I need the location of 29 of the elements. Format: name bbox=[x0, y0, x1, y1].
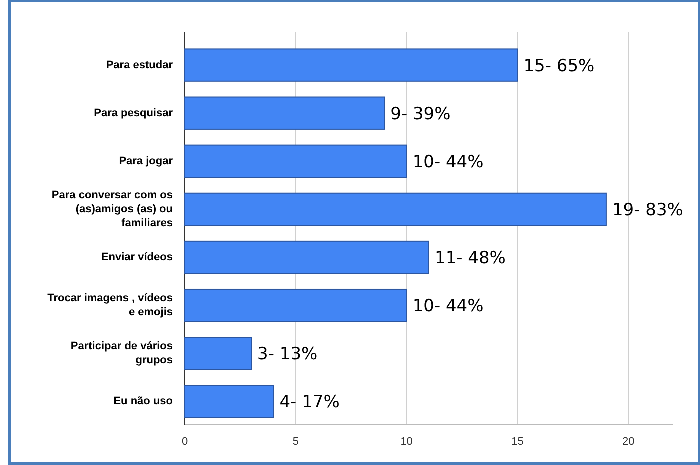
y-tick-label: Para pesquisar bbox=[94, 107, 174, 120]
data-label: 11- 48% bbox=[435, 248, 506, 269]
bar bbox=[184, 144, 408, 178]
y-tick-label: Eu não uso bbox=[114, 396, 174, 408]
data-label: 15- 65% bbox=[524, 56, 595, 76]
bar bbox=[184, 48, 518, 82]
data-label: 3- 13% bbox=[258, 344, 318, 365]
data-label: 19- 83% bbox=[612, 200, 684, 220]
data-label: 4- 17% bbox=[280, 392, 340, 413]
bar bbox=[184, 240, 430, 274]
bar bbox=[184, 385, 274, 418]
x-tick-label: 15 bbox=[512, 436, 524, 448]
x-tick-label: 0 bbox=[182, 436, 188, 448]
y-tick-label: Para conversar com os (as)amigos (as) ou familiares bbox=[52, 189, 173, 230]
data-label: 10- 44% bbox=[412, 152, 484, 172]
bar bbox=[184, 192, 607, 226]
y-tick-label: Para jogar bbox=[119, 155, 174, 168]
y-tick-label: Para estudar bbox=[106, 59, 174, 72]
y-tick-label: Trocar imagens , vídeos e emojis bbox=[48, 292, 173, 318]
bar bbox=[184, 96, 386, 130]
data-label: 10- 44% bbox=[412, 296, 484, 317]
x-tick-label: 20 bbox=[622, 436, 635, 448]
y-tick-label: Participar de vários grupos bbox=[70, 340, 173, 367]
bar bbox=[184, 337, 252, 370]
x-tick-label: 5 bbox=[292, 436, 299, 448]
bar bbox=[184, 288, 408, 322]
data-label: 9- 39% bbox=[390, 104, 451, 124]
y-tick-label: Enviar vídeos bbox=[101, 251, 173, 264]
x-tick-label: 10 bbox=[400, 436, 413, 448]
